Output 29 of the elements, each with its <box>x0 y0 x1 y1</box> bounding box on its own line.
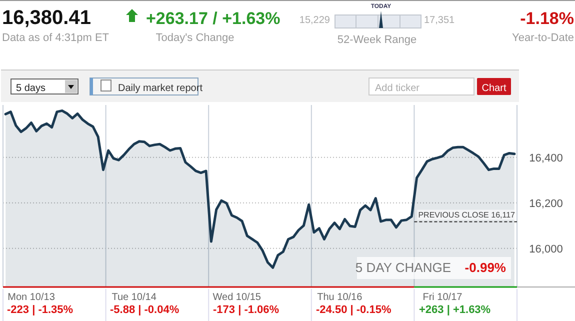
text: Chart <box>482 83 506 94</box>
text: Year-to-Date <box>512 32 574 44</box>
text: 15,229 <box>299 15 330 26</box>
text: Data as of 4:31pm ET <box>2 32 110 44</box>
text: 17,351 <box>424 15 456 26</box>
x-tick-label: Thu 10/16 <box>317 292 363 303</box>
y-tick-label: 16,000 <box>529 243 563 256</box>
text: Daily market report <box>118 83 203 94</box>
annotation: -0.99% <box>464 260 506 275</box>
x-tick-label: Wed 10/15 <box>212 292 262 303</box>
y-tick-label: 16,400 <box>529 152 563 164</box>
text: 5 days <box>16 83 46 94</box>
text: Today's Change <box>156 32 234 44</box>
text: -5.88 | -0.04% <box>110 304 180 316</box>
ref-line-label: PREVIOUS CLOSE 16,117 <box>418 210 516 220</box>
text: Add ticker <box>375 83 420 94</box>
y-tick-label: 16,200 <box>529 198 563 210</box>
chart-title: 16,380.41 <box>2 7 91 29</box>
text: -223 | -1.35% <box>7 304 74 316</box>
text: 52-Week Range <box>337 34 417 46</box>
text: +263 | +1.63% <box>419 304 491 316</box>
x-tick-label: Mon 10/13 <box>8 292 56 303</box>
text: -173 | -1.06% <box>213 304 280 316</box>
text: -1.18% <box>520 9 574 28</box>
x-tick-label: Tue 10/14 <box>112 292 157 303</box>
text: +263.17 / +1.63% <box>146 9 280 28</box>
text: -24.50 | -0.15% <box>316 304 392 316</box>
annotation: 5 DAY CHANGE <box>355 260 452 275</box>
x-tick-label: Fri 10/17 <box>422 292 463 303</box>
